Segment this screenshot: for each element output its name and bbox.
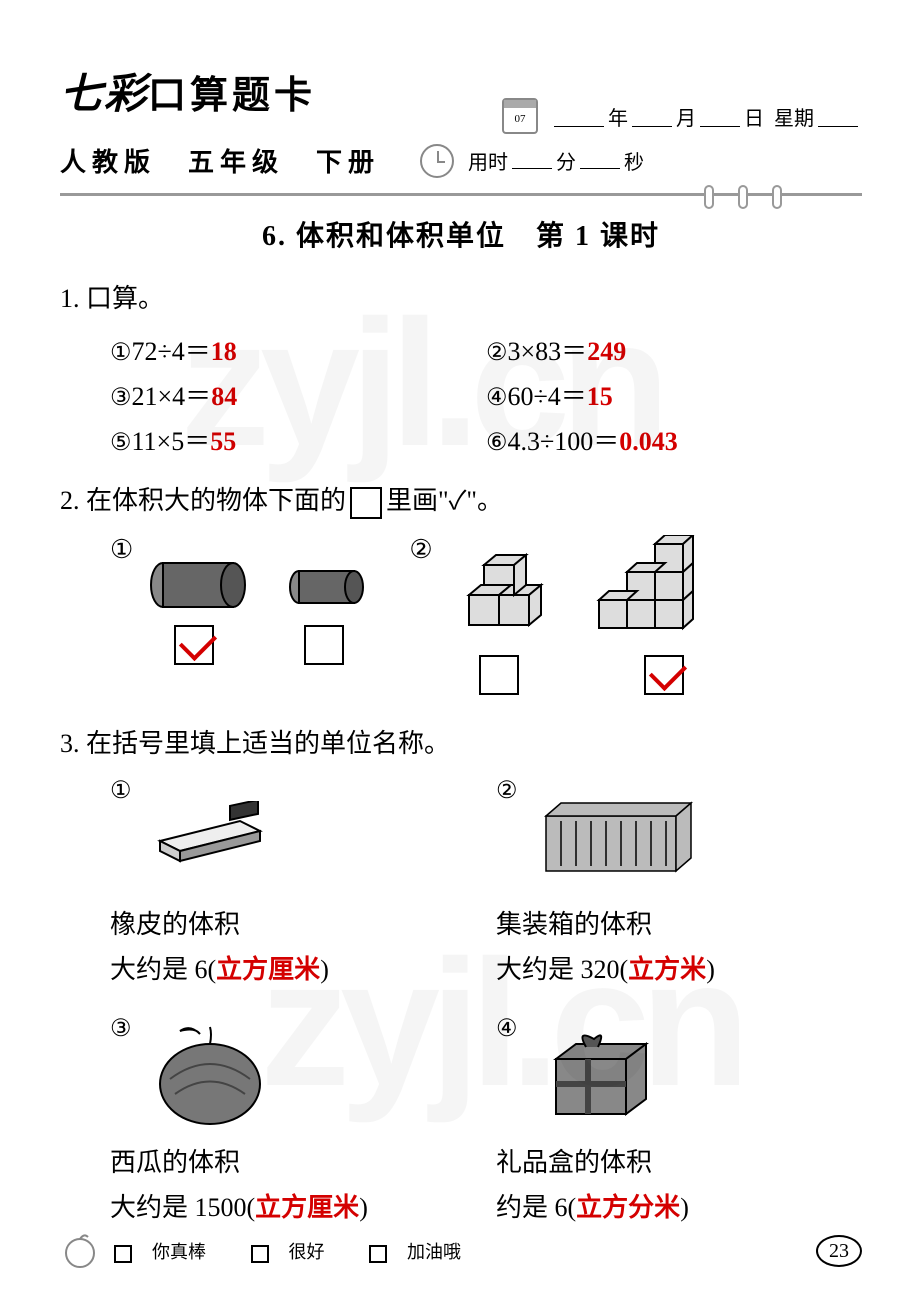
- checkbox-checked[interactable]: [174, 625, 214, 665]
- q2-pair: ①: [110, 535, 369, 695]
- q2-pair: ②: [409, 535, 738, 695]
- answer: 249: [587, 337, 626, 366]
- year-blank[interactable]: [554, 105, 604, 127]
- answer: 立方厘米: [216, 955, 320, 984]
- cubes-big-icon: [589, 535, 739, 645]
- q3-title: 3. 在括号里填上适当的单位名称。: [60, 723, 862, 760]
- clock-icon: [420, 144, 454, 178]
- worksheet-header: 七彩 口算题卡 07 年 月 日 星期 人教版 五年级 下册 用时分秒: [60, 60, 862, 179]
- pencils-big-icon: [139, 535, 249, 615]
- checkbox-icon: [369, 1245, 387, 1263]
- eraser-icon: [140, 801, 280, 871]
- pencils-small-icon: [279, 535, 369, 615]
- binding-rings: [704, 185, 782, 209]
- calendar-icon: 07: [502, 98, 538, 134]
- q1-title: 1. 口算。: [60, 278, 862, 315]
- q2-option: [139, 535, 249, 665]
- checkbox-empty[interactable]: [479, 655, 519, 695]
- box-icon: [350, 487, 382, 519]
- q3-item: ① 橡皮的体积 大约是 6(立方厘米): [110, 776, 476, 986]
- sec-blank[interactable]: [580, 147, 620, 169]
- cubes-small-icon: [439, 535, 559, 645]
- q3-item: ② 集装箱的体积 大约是 320(立方米): [496, 776, 862, 986]
- answer: 15: [587, 382, 613, 411]
- checkbox-empty[interactable]: [304, 625, 344, 665]
- q1-item: ⑤11×5＝55: [110, 421, 486, 458]
- watermelon-icon: [140, 1019, 280, 1129]
- q1-item: ②3×83＝249: [486, 331, 862, 368]
- answer: 立方米: [628, 955, 706, 984]
- answer: 55: [210, 427, 236, 456]
- subtitle-text: 人教版 五年级 下册: [60, 142, 380, 179]
- brand-text: 七彩: [60, 60, 148, 121]
- q2-title: 2. 在体积大的物体下面的里画"✓"。: [60, 480, 862, 519]
- q3-grid: ① 橡皮的体积 大约是 6(立方厘米) ② 集装箱的体积 大约是 320(立方米…: [60, 776, 862, 1224]
- q3-item: ④ 礼品盒的体积 约是 6(立方分米): [496, 1014, 862, 1224]
- answer: 18: [211, 337, 237, 366]
- q1-item: ⑥4.3÷100＝0.043: [486, 421, 862, 458]
- q2-row: ① ②: [60, 535, 862, 695]
- checkbox-checked[interactable]: [644, 655, 684, 695]
- q2-option: [279, 535, 369, 665]
- lesson-title: 6. 体积和体积单位 第 1 课时: [60, 214, 862, 254]
- q1-item: ④60÷4＝15: [486, 376, 862, 413]
- q1-item: ①72÷4＝18: [110, 331, 486, 368]
- day-blank[interactable]: [700, 105, 740, 127]
- header-divider: [60, 193, 862, 196]
- footer-options: 你真棒 很好 加油哦: [114, 1238, 501, 1264]
- time-fields: 用时分秒: [468, 146, 644, 175]
- q1-item: ③21×4＝84: [110, 376, 486, 413]
- checkbox-icon: [114, 1245, 132, 1263]
- answer: 0.043: [619, 427, 678, 456]
- q2-option: [439, 535, 559, 695]
- month-blank[interactable]: [632, 105, 672, 127]
- container-icon: [526, 791, 706, 881]
- answer: 84: [211, 382, 237, 411]
- checkbox-icon: [251, 1245, 269, 1263]
- answer: 立方厘米: [255, 1193, 359, 1222]
- q1-grid: ①72÷4＝18 ②3×83＝249 ③21×4＝84 ④60÷4＝15 ⑤11…: [60, 331, 862, 458]
- min-blank[interactable]: [512, 147, 552, 169]
- mascot-icon: [60, 1231, 100, 1271]
- q3-item: ③ 西瓜的体积 大约是 1500(立方厘米): [110, 1014, 476, 1224]
- week-blank[interactable]: [818, 105, 858, 127]
- footer: 你真棒 很好 加油哦 23: [60, 1231, 862, 1271]
- q2-option: [589, 535, 739, 695]
- giftbox-icon: [526, 1019, 666, 1129]
- page-number: 23: [816, 1235, 862, 1267]
- answer: 立方分米: [576, 1193, 680, 1222]
- title-text: 口算题卡: [148, 64, 316, 119]
- date-fields: 07 年 月 日 星期: [502, 98, 862, 134]
